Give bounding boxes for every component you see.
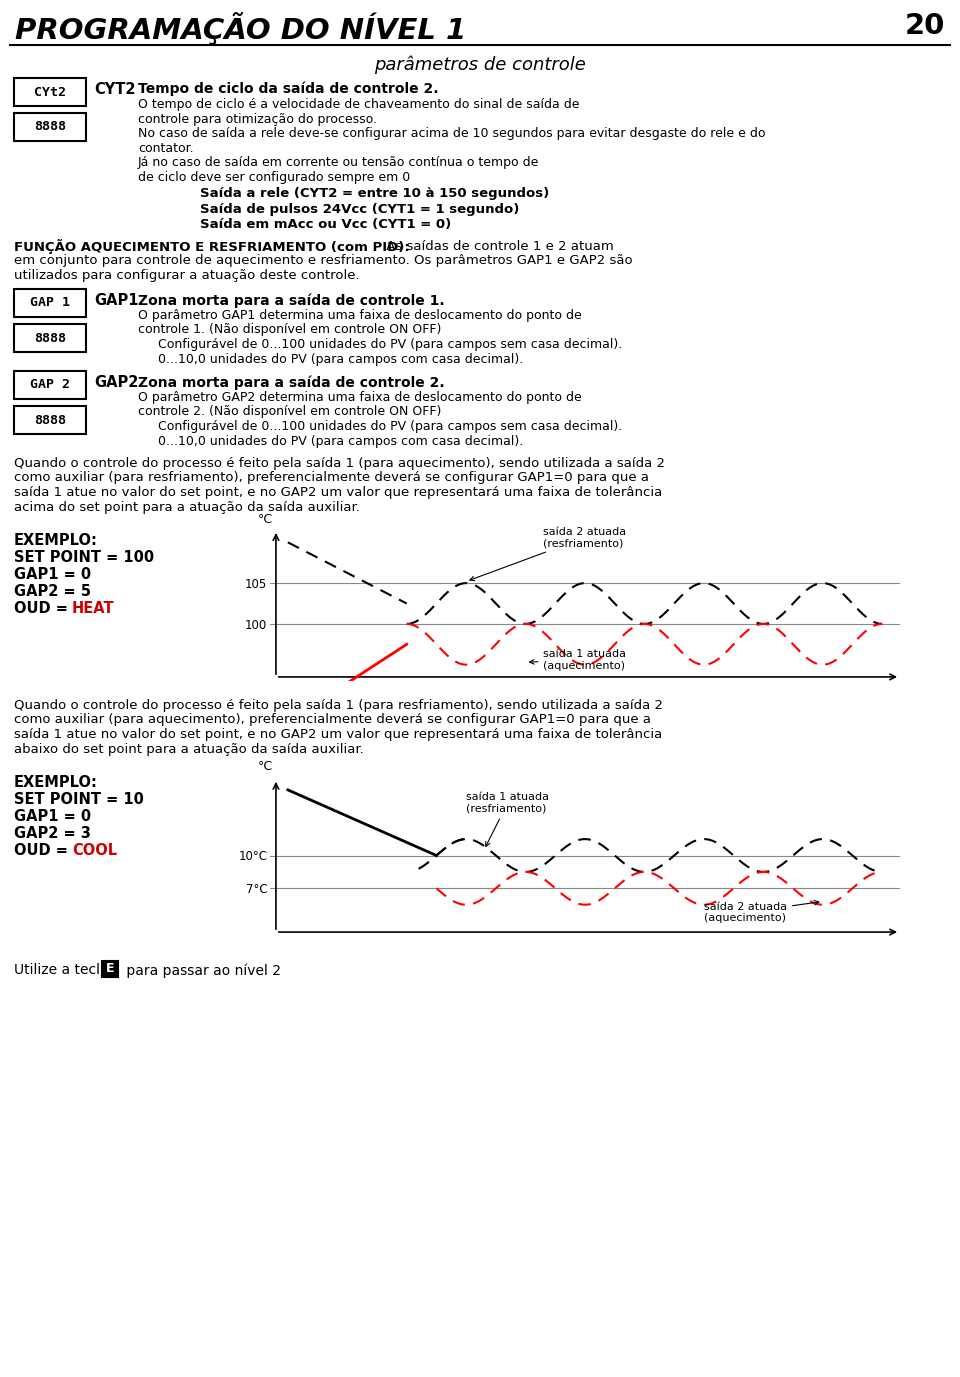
- Bar: [14, 289, 86, 317]
- Text: Tempo de ciclo da saída de controle 2.: Tempo de ciclo da saída de controle 2.: [138, 83, 439, 96]
- Text: parâmetros de controle: parâmetros de controle: [374, 55, 586, 73]
- Text: Configurável de 0...100 unidades do PV (para campos sem casa decimal).: Configurável de 0...100 unidades do PV (…: [158, 420, 622, 432]
- Text: controle 1. (Não disponível em controle ON OFF): controle 1. (Não disponível em controle …: [138, 324, 442, 336]
- Bar: [14, 113, 86, 140]
- Text: Quando o controle do processo é feito pela saída 1 (para aquecimento), sendo uti: Quando o controle do processo é feito pe…: [14, 457, 665, 470]
- Bar: [14, 324, 86, 353]
- Text: contator.: contator.: [138, 142, 194, 154]
- Text: saída 2 atuada
(aquecimento): saída 2 atuada (aquecimento): [704, 901, 819, 923]
- Text: Saída de pulsos 24Vcc (CYT1 = 1 segundo): Saída de pulsos 24Vcc (CYT1 = 1 segundo): [200, 202, 519, 215]
- Text: Já no caso de saída em corrente ou tensão contínua o tempo de: Já no caso de saída em corrente ou tensã…: [138, 156, 540, 169]
- Text: 8888: 8888: [34, 332, 66, 344]
- Text: PROGRAMAÇÃO DO NÍVEL 1: PROGRAMAÇÃO DO NÍVEL 1: [15, 12, 467, 45]
- Text: abaixo do set point para a atuação da saída auxiliar.: abaixo do set point para a atuação da sa…: [14, 742, 364, 756]
- Text: As saídas de controle 1 e 2 atuam: As saídas de controle 1 e 2 atuam: [382, 240, 613, 252]
- Text: GAP 2: GAP 2: [30, 379, 70, 391]
- Text: GAP1 = 0: GAP1 = 0: [14, 810, 91, 823]
- Text: GAP1 = 0: GAP1 = 0: [14, 567, 91, 582]
- Text: SET POINT = 100: SET POINT = 100: [14, 549, 155, 565]
- Text: GAP2 = 3: GAP2 = 3: [14, 826, 91, 841]
- Text: FUNÇÃO AQUECIMENTO E RESFRIAMENTO (com PID):: FUNÇÃO AQUECIMENTO E RESFRIAMENTO (com P…: [14, 240, 410, 255]
- Text: Zona morta para a saída de controle 2.: Zona morta para a saída de controle 2.: [138, 375, 444, 390]
- Text: Configurável de 0...100 unidades do PV (para campos sem casa decimal).: Configurável de 0...100 unidades do PV (…: [158, 337, 622, 351]
- Text: CYt2: CYt2: [34, 85, 66, 99]
- Text: controle 2. (Não disponível em controle ON OFF): controle 2. (Não disponível em controle …: [138, 405, 442, 419]
- Text: para passar ao nível 2: para passar ao nível 2: [122, 963, 281, 978]
- Text: Utilize a tecla: Utilize a tecla: [14, 963, 113, 978]
- Text: em conjunto para controle de aquecimento e resfriamento. Os parâmetros GAP1 e GA: em conjunto para controle de aquecimento…: [14, 253, 633, 267]
- Text: SET POINT = 10: SET POINT = 10: [14, 792, 144, 807]
- Bar: [14, 78, 86, 106]
- Text: OUD =: OUD =: [14, 843, 73, 858]
- Text: GAP 1: GAP 1: [30, 296, 70, 310]
- Text: Quando o controle do processo é feito pela saída 1 (para resfriamento), sendo ut: Quando o controle do processo é feito pe…: [14, 700, 663, 712]
- Bar: [102, 961, 118, 978]
- Text: EXEMPLO:: EXEMPLO:: [14, 533, 98, 548]
- Text: COOL: COOL: [72, 843, 117, 858]
- Text: saída 1 atue no valor do set point, e no GAP2 um valor que representará uma faix: saída 1 atue no valor do set point, e no…: [14, 728, 662, 741]
- Text: acima do set point para a atuação da saída auxiliar.: acima do set point para a atuação da saí…: [14, 500, 360, 514]
- Text: °C: °C: [258, 514, 273, 526]
- Text: EXEMPLO:: EXEMPLO:: [14, 775, 98, 790]
- Text: O parâmetro GAP1 determina uma faixa de deslocamento do ponto de: O parâmetro GAP1 determina uma faixa de …: [138, 308, 582, 322]
- Text: E: E: [106, 963, 114, 975]
- Text: saída 1 atue no valor do set point, e no GAP2 um valor que representará uma faix: saída 1 atue no valor do set point, e no…: [14, 486, 662, 498]
- Text: 20: 20: [904, 12, 945, 40]
- Text: OUD =: OUD =: [14, 600, 73, 616]
- Bar: [14, 370, 86, 399]
- Text: °C: °C: [258, 760, 273, 774]
- Text: Saída a rele (CYT2 = entre 10 à 150 segundos): Saída a rele (CYT2 = entre 10 à 150 segu…: [200, 187, 549, 200]
- Text: 0...10,0 unidades do PV (para campos com casa decimal).: 0...10,0 unidades do PV (para campos com…: [158, 435, 523, 448]
- Text: saída 1 atuada
(resfriamento): saída 1 atuada (resfriamento): [467, 792, 549, 847]
- Text: saída 2 atuada
(resfriamento): saída 2 atuada (resfriamento): [469, 527, 627, 581]
- Text: Zona morta para a saída de controle 1.: Zona morta para a saída de controle 1.: [138, 293, 444, 307]
- Text: saída 1 atuada
(aquecimento): saída 1 atuada (aquecimento): [530, 649, 626, 671]
- Text: GAP2 = 5: GAP2 = 5: [14, 584, 91, 599]
- Text: HEAT: HEAT: [72, 600, 114, 616]
- Text: No caso de saída a rele deve-se configurar acima de 10 segundos para evitar desg: No caso de saída a rele deve-se configur…: [138, 127, 765, 140]
- Text: GAP2: GAP2: [94, 375, 138, 390]
- Text: 8888: 8888: [34, 121, 66, 134]
- Text: O tempo de ciclo é a velocidade de chaveamento do sinal de saída de: O tempo de ciclo é a velocidade de chave…: [138, 98, 580, 112]
- Text: CYT2: CYT2: [94, 83, 135, 96]
- Text: GAP1: GAP1: [94, 293, 138, 308]
- Text: como auxiliar (para aquecimento), preferencialmente deverá se configurar GAP1=0 : como auxiliar (para aquecimento), prefer…: [14, 713, 651, 727]
- Text: O parâmetro GAP2 determina uma faixa de deslocamento do ponto de: O parâmetro GAP2 determina uma faixa de …: [138, 391, 582, 403]
- Text: 0...10,0 unidades do PV (para campos com casa decimal).: 0...10,0 unidades do PV (para campos com…: [158, 353, 523, 365]
- Text: como auxiliar (para resfriamento), preferencialmente deverá se configurar GAP1=0: como auxiliar (para resfriamento), prefe…: [14, 471, 649, 485]
- Text: utilizados para configurar a atuação deste controle.: utilizados para configurar a atuação des…: [14, 269, 360, 281]
- Bar: [14, 406, 86, 434]
- Text: 8888: 8888: [34, 413, 66, 427]
- Text: controle para otimização do processo.: controle para otimização do processo.: [138, 113, 377, 125]
- Text: Saída em mAcc ou Vcc (CYT1 = 0): Saída em mAcc ou Vcc (CYT1 = 0): [200, 218, 451, 231]
- Text: de ciclo deve ser configurado sempre em 0: de ciclo deve ser configurado sempre em …: [138, 171, 410, 183]
